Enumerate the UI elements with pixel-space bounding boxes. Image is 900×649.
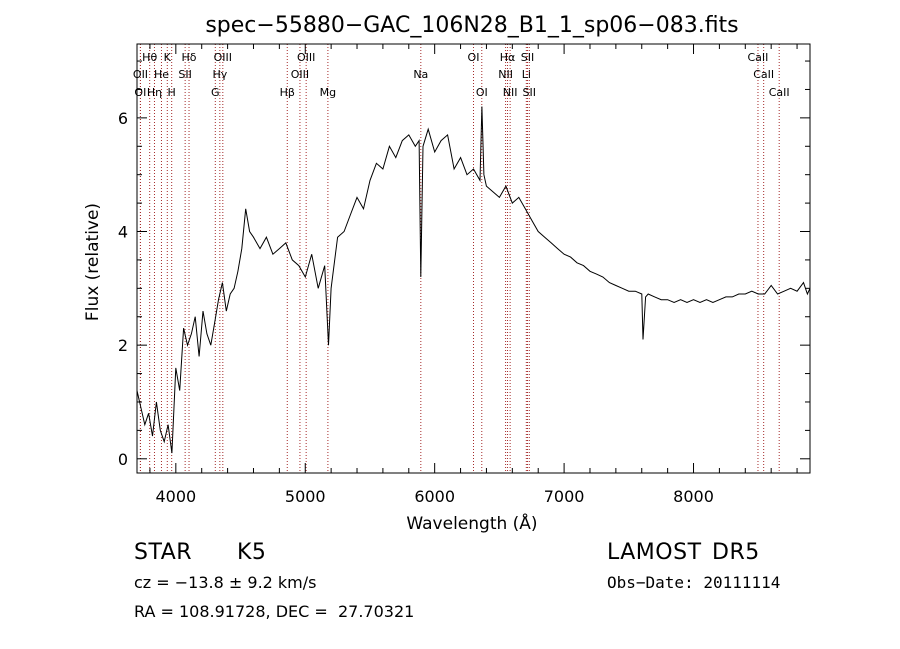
x-tick-label: 5000: [285, 487, 326, 506]
y-tick-label: 4: [118, 223, 128, 242]
spectral-line-label: Hγ: [212, 68, 227, 81]
y-axis-label: Flux (relative): [83, 203, 103, 321]
object-class: STAR: [134, 540, 193, 565]
spectral-line-label: Li: [522, 68, 531, 81]
spectral-line-label: CaII: [753, 68, 774, 81]
y-tick-label: 6: [118, 109, 128, 128]
y-tick-label: 0: [118, 450, 128, 469]
spectral-line-label: OIII: [291, 68, 309, 81]
data-release: DR5: [712, 540, 760, 565]
spectral-line-label: CaII: [748, 51, 769, 64]
object-subclass: K5: [237, 540, 267, 565]
spectral-line-label: NII: [498, 68, 513, 81]
spectral-line-label: OI: [468, 51, 480, 64]
spectral-line-label: OI: [134, 86, 146, 99]
coordinates: RA = 108.91728, DEC = 27.70321: [134, 602, 415, 621]
spectral-line-label: Na: [413, 68, 428, 81]
spectral-line-label: Hη: [147, 86, 162, 99]
x-tick-label: 7000: [544, 487, 585, 506]
spectrum-series-line: [136, 106, 811, 454]
spectral-line-label: NII: [503, 86, 518, 99]
survey-name: LAMOST: [607, 540, 702, 565]
spectral-line-label: Mg: [320, 86, 336, 99]
spectral-line-label: OII: [133, 68, 148, 81]
x-tick-label: 4000: [155, 487, 196, 506]
chart-title: spec−55880−GAC_106N28_B1_1_sp06−083.fits: [205, 13, 738, 38]
plot-frame: [136, 43, 811, 474]
spectral-line-label: Hα: [500, 51, 516, 64]
spectral-line-label: OI: [476, 86, 488, 99]
spectral-line-label: He: [154, 68, 169, 81]
observation-date: Obs−Date: 20111114: [607, 573, 781, 592]
x-tick-label: 6000: [414, 487, 455, 506]
spectral-line-label: Hθ: [142, 51, 157, 64]
x-axis-label: Wavelength (Å): [406, 512, 537, 534]
spectral-line-label: OIII: [297, 51, 315, 64]
spectral-line-label: OIII: [214, 51, 232, 64]
spectral-line-label: SII: [521, 51, 534, 64]
spectral-line-label: H: [168, 86, 176, 99]
spectral-line-label: SII: [178, 68, 191, 81]
spectral-line-labels: Hθ K Hδ OIII OIII OI Hα SII CaII OII He SII Hγ OIII Na…: [133, 51, 790, 99]
spectral-line-label: CaII: [769, 86, 790, 99]
spectral-line-label: Hβ: [280, 86, 295, 99]
spectral-line-label: G: [211, 86, 220, 99]
spectral-line-label: Hδ: [182, 51, 197, 64]
y-tick-label: 2: [118, 336, 128, 355]
x-tick-label: 8000: [673, 487, 714, 506]
axis-ticks: 4000 5000 6000 7000 8000 0 2 4 6: [118, 44, 810, 506]
redshift-velocity: cz = −13.8 ± 9.2 km/s: [134, 573, 317, 592]
spectral-line-markers: [139, 44, 780, 473]
spectral-line-label: SII: [523, 86, 536, 99]
spectral-line-label: K: [164, 51, 172, 64]
